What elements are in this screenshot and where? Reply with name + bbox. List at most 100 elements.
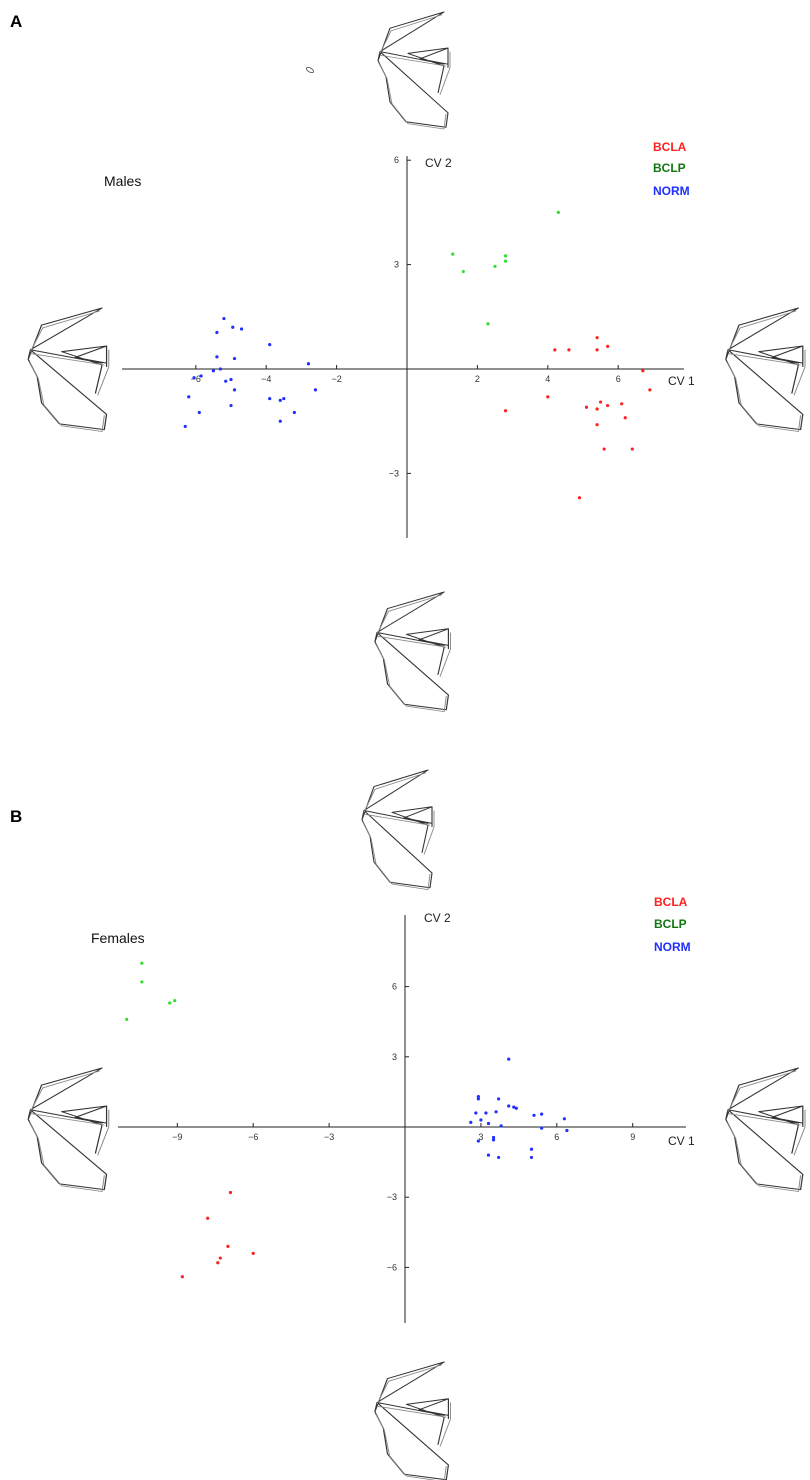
chart-a-point-norm xyxy=(229,403,233,408)
chart-a-xtick-label: 4 xyxy=(545,374,550,384)
chart-b-group-label: Females xyxy=(91,930,145,946)
chart-b-point-norm xyxy=(540,1112,544,1116)
chart-a-point-bcla xyxy=(595,423,599,427)
wireframe-a-top xyxy=(377,11,451,130)
chart-a-point-bcla xyxy=(584,405,589,409)
chart-b-xtick-label: 3 xyxy=(478,1132,483,1142)
chart-a-point-bcla xyxy=(641,369,645,373)
chart-a-xtick-label: −4 xyxy=(261,374,271,384)
chart-a-point-bcla xyxy=(630,447,634,451)
wireframe-a-left xyxy=(27,307,110,433)
chart-a-legend-norm: NORM xyxy=(653,184,690,198)
chart-a: Males CV 1 CV 2 −6 −4 −2 2 4 6 −3 3 6 BCLA BCLP … xyxy=(104,140,695,538)
chart-a-point-norm xyxy=(306,362,311,366)
chart-b-point-bcla xyxy=(206,1216,210,1220)
chart-b-point-norm xyxy=(507,1057,511,1061)
chart-b-point-norm xyxy=(486,1153,491,1157)
chart-a-point-bclp xyxy=(503,259,508,263)
wireframe-b-bottom xyxy=(374,1361,452,1480)
chart-a-point-bcla xyxy=(599,400,603,404)
chart-b-point-bclp xyxy=(140,980,144,984)
chart-a-point-norm xyxy=(192,376,196,380)
chart-a-point-norm xyxy=(187,395,191,399)
chart-a-point-bclp xyxy=(493,264,497,268)
chart-a-xlabel: CV 1 xyxy=(668,374,695,388)
chart-a-ytick-label: 3 xyxy=(394,260,399,270)
chart-b-point-norm xyxy=(507,1104,511,1108)
chart-b: Females CV 1 CV 2 −9 −6 −3 3 6 9 −6 −3 3 6 BCLA B… xyxy=(91,895,695,1323)
chart-b-legend-bcla: BCLA xyxy=(654,895,688,909)
chart-a-xtick-label: 2 xyxy=(475,374,480,384)
chart-b-point-bcla xyxy=(218,1256,222,1260)
chart-b-point-bclp xyxy=(173,999,177,1003)
chart-b-xtick-label: 6 xyxy=(554,1132,559,1142)
chart-b-xtick-label: −3 xyxy=(324,1132,334,1142)
chart-b-xtick-label: 9 xyxy=(630,1132,635,1142)
chart-b-point-norm xyxy=(474,1111,478,1115)
chart-b-point-norm xyxy=(497,1097,501,1101)
chart-b-legend-norm: NORM xyxy=(654,940,691,954)
chart-a-point-bclp xyxy=(556,210,560,214)
chart-b-point-norm xyxy=(529,1155,534,1160)
chart-a-point-norm xyxy=(268,396,272,401)
chart-a-point-norm xyxy=(197,410,201,415)
chart-b-point-bcla xyxy=(228,1190,233,1195)
chart-a-point-bcla xyxy=(553,348,557,352)
chart-a-ytick-label: −3 xyxy=(389,468,399,478)
small-mark xyxy=(305,66,315,74)
panel-a-letter: A xyxy=(10,12,22,31)
chart-a-point-bclp xyxy=(451,252,455,256)
chart-a-point-bclp xyxy=(486,322,490,326)
chart-a-point-norm xyxy=(282,396,286,401)
chart-a-point-bcla xyxy=(567,348,571,352)
chart-b-point-norm xyxy=(494,1110,498,1114)
chart-a-legend: BCLA BCLP NORM xyxy=(653,140,690,198)
chart-b-point-bcla xyxy=(251,1251,255,1255)
chart-a-xtick-label: −2 xyxy=(331,374,341,384)
chart-a-point-bcla xyxy=(602,447,606,451)
chart-b-xtick-label: −6 xyxy=(248,1132,258,1142)
wireframe-b-top xyxy=(361,769,435,891)
chart-a-point-norm xyxy=(231,325,235,329)
chart-a-legend-bclp: BCLP xyxy=(653,161,686,175)
chart-b-point-norm xyxy=(486,1121,491,1126)
chart-b-xtick-label: −9 xyxy=(172,1132,182,1142)
chart-a-point-norm xyxy=(232,356,237,361)
chart-b-point-norm xyxy=(514,1106,518,1110)
wireframe-a-bottom xyxy=(374,591,452,713)
chart-b-ytick-label: −3 xyxy=(387,1192,397,1202)
chart-a-xtick-label: 6 xyxy=(616,374,621,384)
chart-a-point-norm xyxy=(278,398,282,402)
chart-a-point-bcla xyxy=(648,388,652,392)
chart-a-point-bcla xyxy=(546,395,550,399)
chart-b-point-bcla xyxy=(180,1275,184,1279)
chart-a-point-bclp xyxy=(461,269,465,274)
chart-b-point-norm xyxy=(479,1118,483,1122)
chart-b-point-bcla xyxy=(226,1244,230,1248)
chart-a-point-norm xyxy=(239,327,244,331)
chart-a-point-norm xyxy=(313,388,318,392)
chart-a-point-norm xyxy=(199,374,203,378)
chart-a-point-bcla xyxy=(595,336,599,340)
chart-b-legend: BCLA BCLP NORM xyxy=(654,895,691,954)
chart-b-point-norm xyxy=(532,1113,536,1117)
chart-a-ytick-label: 6 xyxy=(394,155,399,165)
chart-a-point-norm xyxy=(268,343,272,347)
chart-a-point-bcla xyxy=(606,403,610,408)
chart-a-point-norm xyxy=(278,419,282,423)
chart-b-point-norm xyxy=(529,1147,534,1151)
chart-a-group-label: Males xyxy=(104,173,141,189)
chart-a-point-bcla xyxy=(595,407,599,411)
chart-b-ylabel: CV 2 xyxy=(424,911,451,925)
chart-b-point-bclp xyxy=(125,1017,129,1021)
chart-a-legend-bcla: BCLA xyxy=(653,140,687,154)
chart-a-point-norm xyxy=(218,367,223,371)
chart-a-point-bcla xyxy=(620,402,624,406)
chart-b-ytick-label: 3 xyxy=(392,1052,397,1062)
chart-b-point-norm xyxy=(484,1111,488,1115)
chart-a-point-norm xyxy=(224,379,228,383)
chart-b-point-bclp xyxy=(168,1001,172,1005)
chart-a-point-norm xyxy=(292,410,296,415)
chart-a-point-norm xyxy=(211,369,215,373)
